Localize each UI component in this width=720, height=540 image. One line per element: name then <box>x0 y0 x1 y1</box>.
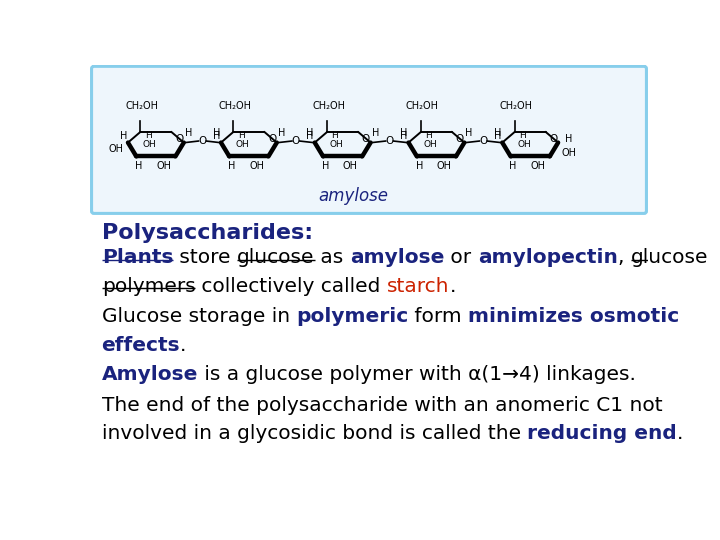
Text: H: H <box>307 131 314 141</box>
Text: Polysaccharides:: Polysaccharides: <box>102 222 312 242</box>
Text: H: H <box>519 131 526 140</box>
Text: CH₂OH: CH₂OH <box>125 101 158 111</box>
Text: polymers: polymers <box>102 276 195 295</box>
Text: .: . <box>449 276 456 295</box>
Text: Plants: Plants <box>102 248 173 267</box>
Text: OH: OH <box>423 140 437 149</box>
Text: H: H <box>415 161 423 171</box>
Text: starch: starch <box>387 276 449 295</box>
Text: H: H <box>307 129 314 138</box>
Text: glucose: glucose <box>237 248 315 267</box>
Text: OH: OH <box>108 145 123 154</box>
Text: H: H <box>400 131 408 141</box>
Text: amylose: amylose <box>350 248 444 267</box>
Text: O: O <box>198 136 207 146</box>
Text: amylopectin: amylopectin <box>478 248 618 267</box>
Text: O: O <box>292 136 300 146</box>
Text: H: H <box>465 129 472 138</box>
Text: O: O <box>549 134 557 145</box>
Text: OH: OH <box>531 161 546 171</box>
Text: H: H <box>510 161 517 171</box>
Text: H: H <box>120 131 127 141</box>
Text: O: O <box>480 136 487 146</box>
Text: O: O <box>175 134 184 145</box>
Text: H: H <box>400 129 408 138</box>
Text: H: H <box>185 129 192 138</box>
Text: H: H <box>212 131 220 141</box>
Text: OH: OH <box>343 161 358 171</box>
Text: The end of the polysaccharide with an anomeric C1 not: The end of the polysaccharide with an an… <box>102 396 662 415</box>
Text: store: store <box>173 248 237 267</box>
Text: OH: OH <box>236 140 250 149</box>
Text: CH₂OH: CH₂OH <box>500 101 533 111</box>
Text: H: H <box>322 161 329 171</box>
Text: collectively called: collectively called <box>195 276 387 295</box>
Text: H: H <box>426 131 432 140</box>
Text: H: H <box>228 161 235 171</box>
Text: H: H <box>494 131 501 141</box>
Text: .: . <box>677 424 683 443</box>
Text: H: H <box>372 129 379 138</box>
Text: CH₂OH: CH₂OH <box>218 101 251 111</box>
Text: Glucose storage in: Glucose storage in <box>102 307 296 326</box>
Text: or: or <box>444 248 478 267</box>
Text: OH: OH <box>517 140 531 149</box>
Text: Amylose: Amylose <box>102 365 198 384</box>
Text: H: H <box>494 129 501 138</box>
Text: effects: effects <box>102 336 180 355</box>
Text: .: . <box>180 336 186 355</box>
Text: is a glucose polymer with α(1→4) linkages.: is a glucose polymer with α(1→4) linkage… <box>198 365 636 384</box>
Text: OH: OH <box>156 161 171 171</box>
Text: OH: OH <box>249 161 264 171</box>
Text: glucose: glucose <box>631 248 708 267</box>
Text: amylose: amylose <box>318 187 389 205</box>
Text: CH₂OH: CH₂OH <box>406 101 439 111</box>
Text: O: O <box>268 134 276 145</box>
Text: H: H <box>331 131 338 140</box>
Text: OH: OH <box>562 148 577 158</box>
Text: minimizes osmotic: minimizes osmotic <box>469 307 680 326</box>
Text: H: H <box>278 129 285 138</box>
Text: as: as <box>315 248 350 267</box>
Text: form: form <box>408 307 469 326</box>
Text: O: O <box>456 134 464 145</box>
Text: ,: , <box>618 248 631 267</box>
Text: H: H <box>238 131 245 140</box>
Text: O: O <box>361 134 370 145</box>
Text: H: H <box>565 134 572 145</box>
Text: H: H <box>145 131 151 140</box>
Text: H: H <box>135 161 143 171</box>
FancyBboxPatch shape <box>91 66 647 213</box>
Text: OH: OH <box>330 140 343 149</box>
Text: CH₂OH: CH₂OH <box>312 101 345 111</box>
Text: O: O <box>385 136 394 146</box>
Text: reducing end: reducing end <box>527 424 677 443</box>
Text: H: H <box>212 129 220 138</box>
Text: polymeric: polymeric <box>296 307 408 326</box>
Text: OH: OH <box>436 161 451 171</box>
Text: OH: OH <box>143 140 156 149</box>
Text: involved in a glycosidic bond is called the: involved in a glycosidic bond is called … <box>102 424 527 443</box>
